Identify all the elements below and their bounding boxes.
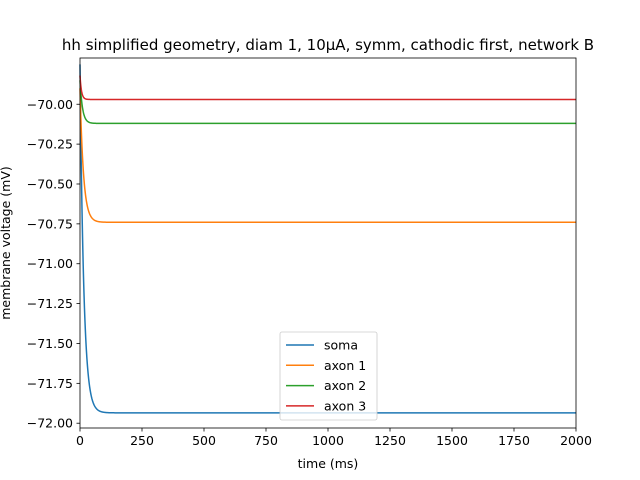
legend: soma axon 1 axon 2 axon 3: [279, 331, 378, 421]
legend-label-2: axon 1: [324, 358, 366, 373]
y-tick-label: −71.00: [27, 256, 73, 271]
x-tick-label: 1250: [374, 433, 406, 448]
y-tick-label: −71.75: [27, 376, 73, 391]
y-tick-label: −72.00: [27, 416, 73, 431]
series-layer: [79, 64, 576, 414]
series-line-1: [79, 64, 576, 414]
legend-box: [279, 331, 378, 421]
legend-label-3: axon 2: [324, 378, 366, 393]
x-tick-label: 750: [254, 433, 278, 448]
series-line-2: [79, 88, 576, 224]
y-tick-label: −71.25: [27, 296, 73, 311]
x-tick-label: 2000: [560, 433, 592, 448]
y-tick-label: −70.75: [27, 216, 73, 231]
legend-label-1: soma: [324, 338, 358, 353]
y-tick-label: −70.00: [27, 97, 73, 112]
series-line-4: [79, 75, 576, 101]
y-tick-label: −70.50: [27, 176, 73, 191]
y-axis-label: membrane voltage (mV): [0, 166, 13, 320]
x-tick-label: 1750: [498, 433, 530, 448]
series-line-3: [79, 80, 576, 125]
x-tick-label: 250: [130, 433, 154, 448]
x-axis-label: time (ms): [298, 456, 359, 471]
y-axis: −72.00 −71.75 −71.50 −71.25 −71.00 −70.75 −70.…: [27, 97, 80, 431]
chart-title: hh simplified geometry, diam 1, 10μA, sy…: [62, 36, 594, 54]
y-tick-label: −70.25: [27, 137, 73, 152]
x-tick-label: 1000: [312, 433, 344, 448]
y-tick-label: −71.50: [27, 336, 73, 351]
x-tick-label: 500: [192, 433, 216, 448]
legend-label-4: axon 3: [324, 398, 366, 413]
x-tick-label: 0: [76, 433, 84, 448]
x-tick-label: 1500: [436, 433, 468, 448]
x-axis: 0 250 500 750 1000 1250 1500 1750 2000: [76, 428, 592, 448]
